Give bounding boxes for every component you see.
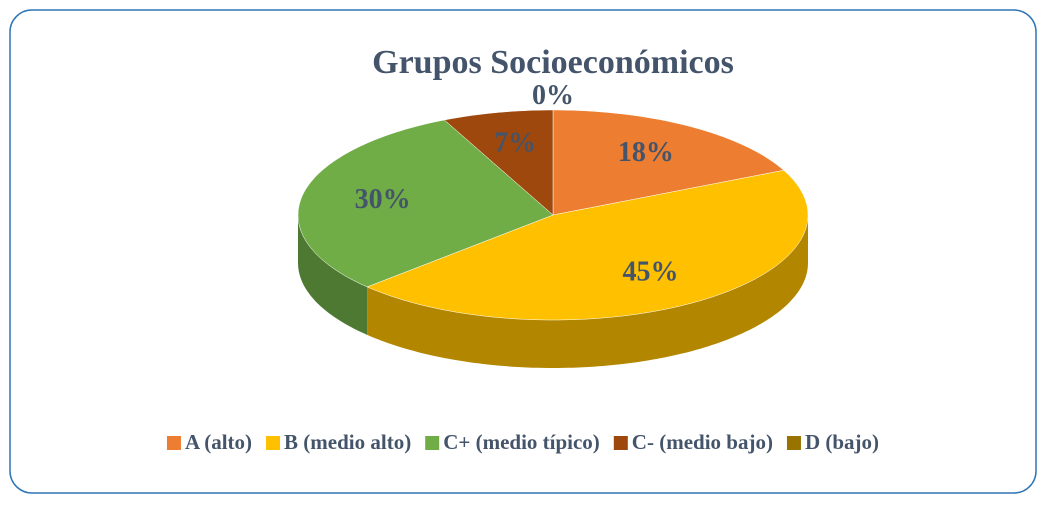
legend-swatch — [266, 436, 281, 450]
legend: A (alto) B (medio alto) C+ (medio típico) C… — [166, 430, 879, 454]
pie-slice-top — [552, 109, 785, 216]
pie-slice — [297, 119, 554, 335]
pie-slice-top — [366, 170, 809, 321]
legend-swatch — [786, 436, 801, 450]
legend-label: A (alto) — [185, 430, 252, 454]
pie-slice — [552, 109, 785, 216]
legend-swatch — [166, 436, 181, 450]
legend-label: C- (medio bajo) — [632, 430, 773, 454]
data-label: 18% — [618, 137, 674, 168]
pie-slice — [366, 170, 809, 368]
legend-label: B (medio alto) — [284, 430, 411, 454]
data-label: 45% — [622, 256, 678, 287]
data-label: 7% — [494, 128, 536, 159]
pie-slice-side — [367, 215, 808, 368]
legend-swatch — [425, 436, 440, 450]
chart-title: Grupos Socioeconómicos — [372, 44, 734, 81]
data-label: 0% — [532, 80, 574, 111]
legend-label: C+ (medio típico) — [443, 430, 600, 454]
pie-slice-side — [298, 215, 368, 335]
pie-slice-top — [297, 119, 554, 288]
pie-slice-top — [443, 109, 554, 216]
data-label: 30% — [355, 184, 411, 215]
pie-slice — [443, 109, 554, 216]
legend-swatch — [613, 436, 628, 450]
legend-label: D (bajo) — [805, 430, 879, 454]
